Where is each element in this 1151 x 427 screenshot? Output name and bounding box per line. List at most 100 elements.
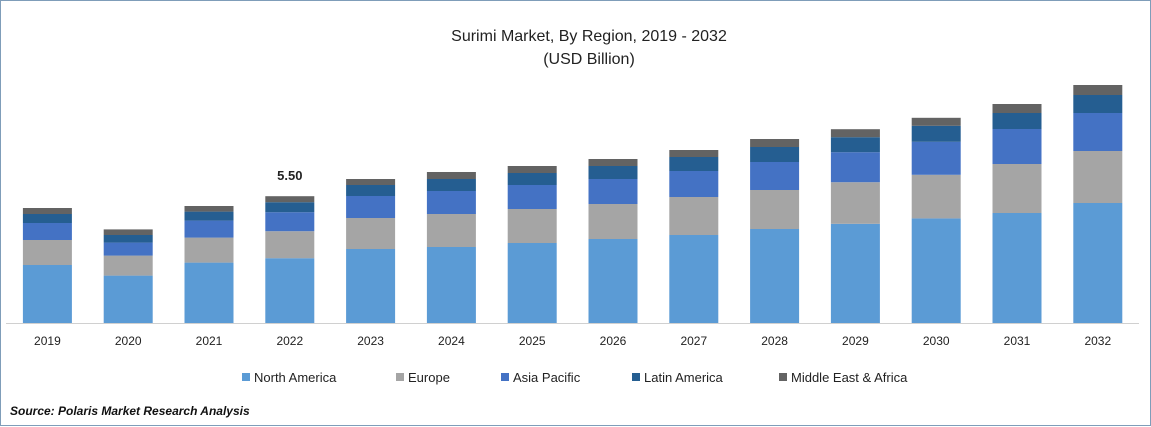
x-tick-label-2032: 2032	[1084, 334, 1111, 348]
legend-swatch-middle-east-africa	[779, 373, 787, 381]
bar-2022-asia-pacific	[265, 212, 315, 232]
bar-2022-middle-east-africa	[265, 196, 315, 203]
legend-swatch-asia-pacific	[501, 373, 509, 381]
x-tick-label-2022: 2022	[276, 334, 303, 348]
bar-2029-latin-america	[830, 137, 880, 153]
bar-2026-north-america	[588, 239, 638, 323]
bar-2021-europe	[184, 237, 234, 263]
bar-2029-asia-pacific	[830, 152, 880, 183]
bar-2028-middle-east-africa	[750, 139, 800, 147]
bar-2019-middle-east-africa	[22, 208, 72, 214]
bar-2026-middle-east-africa	[588, 159, 638, 166]
legend-item-latin-america: Latin America	[632, 370, 724, 385]
bar-2020-north-america	[103, 275, 153, 323]
bar-2032-north-america	[1073, 203, 1123, 323]
bar-2027-north-america	[669, 235, 719, 323]
bar-2019-latin-america	[22, 214, 72, 223]
bar-2025-asia-pacific	[507, 185, 557, 209]
bar-2027-europe	[669, 197, 719, 235]
legend-item-middle-east-africa: Middle East & Africa	[779, 370, 908, 385]
bar-2021-north-america	[184, 262, 234, 323]
legend-label-middle-east-africa: Middle East & Africa	[791, 370, 908, 385]
bar-2023-europe	[346, 218, 396, 249]
bar-2021-middle-east-africa	[184, 206, 234, 212]
data-label-2022: 5.50	[277, 168, 302, 183]
bar-2023-north-america	[346, 249, 396, 323]
bar-2031-asia-pacific	[992, 129, 1042, 164]
bar-2029-europe	[830, 182, 880, 224]
legend-label-north-america: North America	[254, 370, 337, 385]
bar-2023-asia-pacific	[346, 196, 396, 218]
bar-2031-europe	[992, 164, 1042, 213]
bar-2030-asia-pacific	[911, 141, 961, 175]
bar-2028-europe	[750, 190, 800, 229]
bar-2019-north-america	[22, 265, 72, 323]
legend-label-europe: Europe	[408, 370, 450, 385]
x-tick-label-2027: 2027	[680, 334, 707, 348]
bar-2032-europe	[1073, 151, 1123, 203]
x-tick-label-2020: 2020	[115, 334, 142, 348]
x-tick-label-2024: 2024	[438, 334, 465, 348]
bar-2023-latin-america	[346, 185, 396, 196]
bar-2030-europe	[911, 174, 961, 219]
x-tick-label-2023: 2023	[357, 334, 384, 348]
legend-label-latin-america: Latin America	[644, 370, 724, 385]
bar-2028-latin-america	[750, 147, 800, 162]
bar-2030-middle-east-africa	[911, 117, 961, 126]
bar-group	[22, 85, 1123, 323]
bar-2025-north-america	[507, 243, 557, 323]
bar-2028-north-america	[750, 229, 800, 323]
bar-2025-middle-east-africa	[507, 166, 557, 173]
bar-2031-north-america	[992, 213, 1042, 323]
bar-2027-asia-pacific	[669, 171, 719, 197]
legend: North America Europe Asia Pacific Latin Ame…	[242, 370, 908, 385]
bar-2030-latin-america	[911, 125, 961, 142]
bar-2026-latin-america	[588, 166, 638, 179]
legend-swatch-north-america	[242, 373, 250, 381]
x-tick-label-2025: 2025	[519, 334, 546, 348]
bar-2020-europe	[103, 255, 153, 276]
bar-2022-latin-america	[265, 202, 315, 213]
x-tick-label-2021: 2021	[196, 334, 223, 348]
bar-2022-north-america	[265, 258, 315, 323]
source-note: Source: Polaris Market Research Analysis	[10, 404, 250, 418]
bar-2030-north-america	[911, 218, 961, 323]
bar-2024-middle-east-africa	[426, 172, 476, 179]
x-tick-label-2031: 2031	[1004, 334, 1031, 348]
bar-2024-asia-pacific	[426, 191, 476, 214]
bar-2032-middle-east-africa	[1073, 85, 1123, 95]
x-tick-label-2029: 2029	[842, 334, 869, 348]
bar-2028-asia-pacific	[750, 162, 800, 190]
bar-2031-latin-america	[992, 113, 1042, 129]
bar-2032-asia-pacific	[1073, 113, 1123, 151]
legend-swatch-latin-america	[632, 373, 640, 381]
bar-2032-latin-america	[1073, 95, 1123, 113]
legend-label-asia-pacific: Asia Pacific	[513, 370, 581, 385]
bar-2029-middle-east-africa	[830, 129, 880, 138]
x-tick-label-2026: 2026	[600, 334, 627, 348]
bar-2021-latin-america	[184, 211, 234, 221]
x-tick-labels: 2019 2020 2021 2022 2023 2024 2025 2026 2027 2028…	[34, 334, 1111, 348]
legend-item-europe: Europe	[396, 370, 450, 385]
annotation-group: 5.50	[277, 168, 302, 183]
bar-2025-latin-america	[507, 173, 557, 185]
bar-2024-europe	[426, 214, 476, 247]
bar-2024-north-america	[426, 247, 476, 323]
bar-2027-middle-east-africa	[669, 150, 719, 157]
bar-2026-asia-pacific	[588, 179, 638, 204]
bar-2020-latin-america	[103, 235, 153, 243]
bar-2024-latin-america	[426, 179, 476, 191]
bar-2026-europe	[588, 204, 638, 239]
bar-2020-asia-pacific	[103, 242, 153, 256]
x-tick-label-2019: 2019	[34, 334, 61, 348]
chart-subtitle: (USD Billion)	[543, 51, 635, 68]
bar-2019-asia-pacific	[22, 223, 72, 240]
bar-2021-asia-pacific	[184, 220, 234, 238]
legend-item-asia-pacific: Asia Pacific	[501, 370, 581, 385]
x-tick-label-2028: 2028	[761, 334, 788, 348]
bar-2022-europe	[265, 231, 315, 259]
bar-2019-europe	[22, 240, 72, 265]
bar-2027-latin-america	[669, 157, 719, 171]
